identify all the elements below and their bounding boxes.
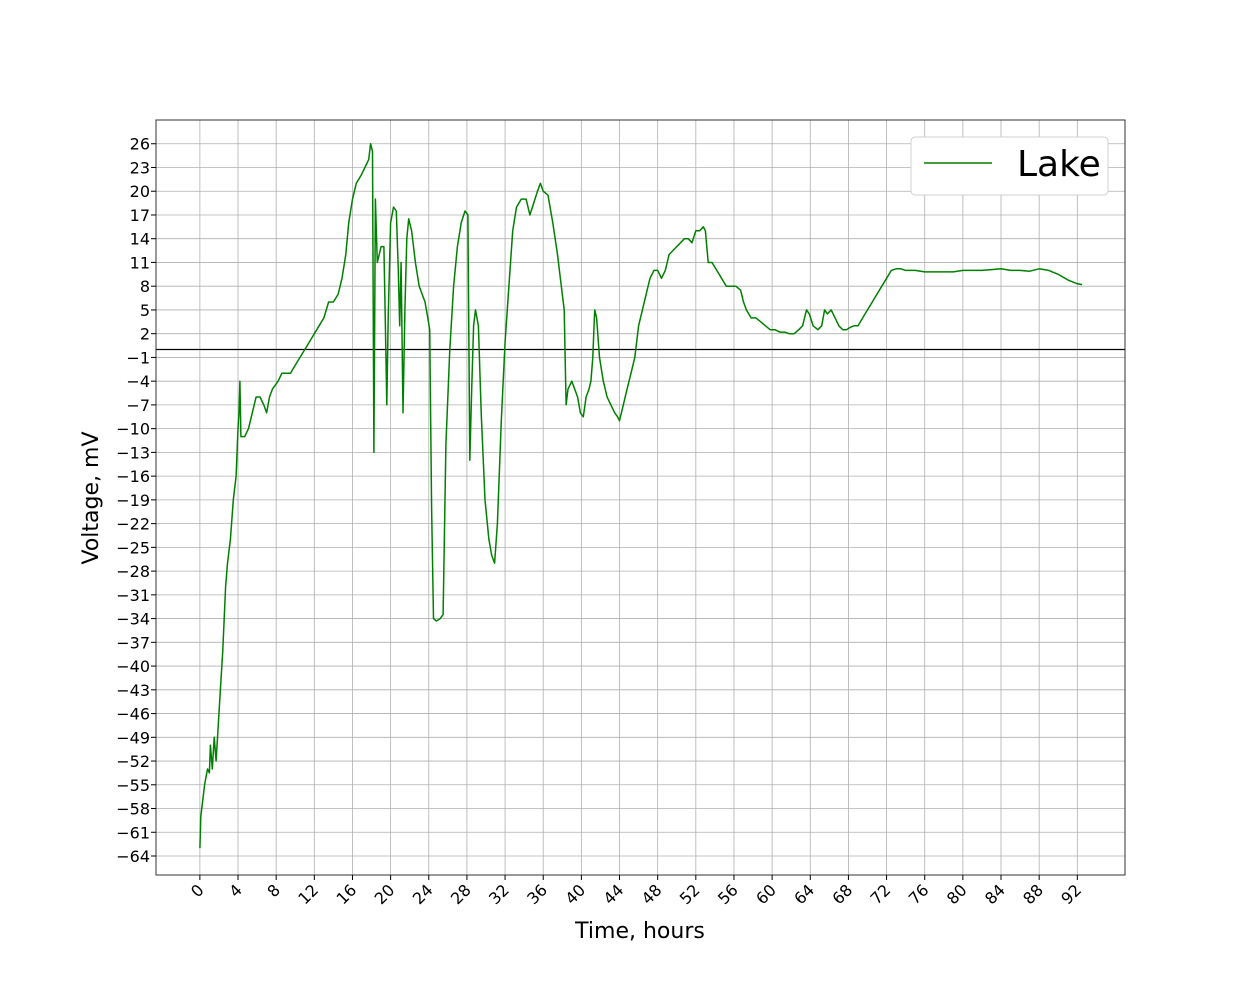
- y-tick-label: 5: [140, 301, 150, 320]
- y-axis-ticks: 26 23 20 17 14 11 8 5 2 −1 −4 −7 −10 −13 −16 −19 −22 −25 −…: [116, 135, 156, 866]
- y-tick-label: −58: [116, 800, 150, 819]
- x-tick-label: 24: [409, 880, 437, 908]
- y-tick-label: −55: [116, 776, 150, 795]
- y-tick-label: −19: [116, 491, 150, 510]
- x-tick-label: 84: [981, 880, 1009, 908]
- x-tick-label: 20: [371, 880, 399, 908]
- y-tick-label: −31: [116, 586, 150, 605]
- y-tick-label: −43: [116, 681, 150, 700]
- x-tick-label: 16: [332, 880, 360, 908]
- y-tick-label: −22: [116, 515, 150, 534]
- y-tick-label: 20: [130, 182, 150, 201]
- y-tick-label: 8: [140, 277, 150, 296]
- x-tick-label: 40: [561, 880, 589, 908]
- y-tick-label: −34: [116, 610, 150, 629]
- y-tick-label: 23: [130, 158, 150, 177]
- y-tick-label: −49: [116, 728, 150, 747]
- legend: Lake: [910, 136, 1109, 196]
- grid-lines: [156, 120, 1125, 875]
- y-tick-label: −16: [116, 467, 150, 486]
- y-tick-label: 26: [130, 135, 150, 154]
- x-tick-label: 28: [447, 880, 475, 908]
- y-tick-label: −13: [116, 443, 150, 462]
- x-tick-label: 32: [485, 880, 513, 908]
- y-tick-label: −25: [116, 538, 150, 557]
- x-tick-label: 48: [638, 880, 666, 908]
- y-tick-label: 11: [130, 253, 150, 272]
- x-tick-label: 72: [867, 880, 895, 908]
- x-tick-label: 36: [523, 880, 551, 908]
- y-tick-label: −28: [116, 562, 150, 581]
- y-tick-label: 14: [130, 230, 150, 249]
- y-tick-label: −37: [116, 633, 150, 652]
- x-tick-label: 88: [1019, 880, 1047, 908]
- x-tick-label: 44: [600, 880, 628, 908]
- x-tick-label: 52: [676, 880, 704, 908]
- x-axis-ticks: 0 4 8 12 16 20 24 28 32 36 40 44 48 52 56 60 64 68 72 76 80 8…: [187, 875, 1085, 908]
- series-line-lake: [199, 142, 1083, 849]
- y-tick-label: −10: [116, 420, 150, 439]
- x-tick-label: 64: [790, 880, 818, 908]
- y-tick-label: −4: [126, 372, 150, 391]
- y-tick-label: −1: [126, 348, 150, 367]
- y-tick-label: −40: [116, 657, 150, 676]
- x-tick-label: 68: [828, 880, 856, 908]
- x-tick-label: 60: [752, 880, 780, 908]
- y-tick-label: −46: [116, 705, 150, 724]
- y-tick-label: 2: [140, 325, 150, 344]
- x-tick-label: 4: [225, 880, 246, 901]
- x-tick-label: 12: [294, 880, 322, 908]
- y-tick-label: −52: [116, 752, 150, 771]
- legend-box: [910, 136, 1109, 196]
- plot-area-frame: [155, 119, 1126, 876]
- x-tick-label: 8: [263, 880, 284, 901]
- series-layer: [199, 142, 1083, 849]
- x-tick-label: 92: [1057, 880, 1085, 908]
- y-tick-label: −7: [126, 396, 150, 415]
- x-tick-label: 80: [943, 880, 971, 908]
- legend-label-lake: Lake: [1017, 144, 1101, 185]
- x-tick-label: 56: [714, 880, 742, 908]
- y-tick-label: −61: [116, 823, 150, 842]
- y-tick-label: 17: [130, 206, 150, 225]
- x-axis-title: Time, hours: [574, 919, 705, 944]
- x-tick-label: 76: [905, 880, 933, 908]
- y-tick-label: −64: [116, 847, 150, 866]
- x-tick-label: 0: [187, 880, 208, 901]
- y-axis-title: Voltage, mV: [79, 432, 104, 565]
